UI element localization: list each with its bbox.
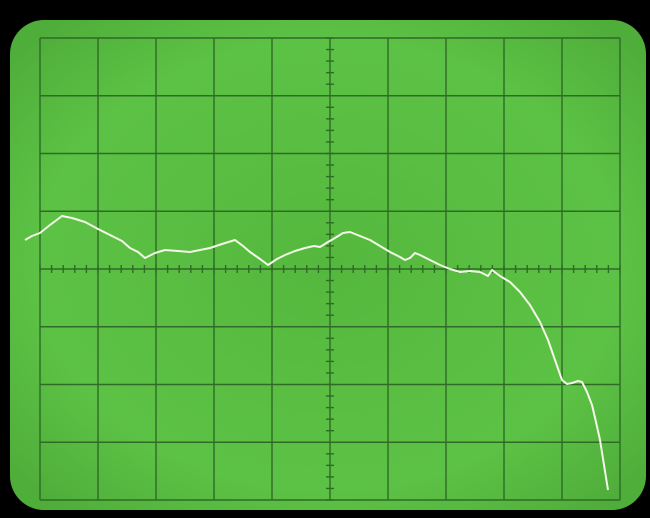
screen	[10, 20, 646, 510]
trace	[24, 215, 609, 491]
graticule	[39, 37, 621, 501]
